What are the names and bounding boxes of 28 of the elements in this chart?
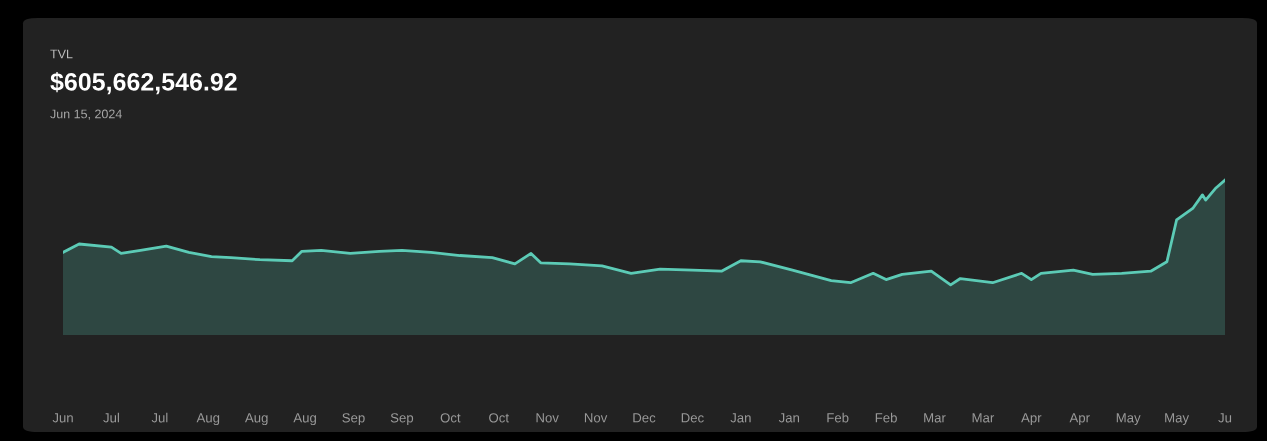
- text: Jun 15, 2024: [50, 109, 122, 120]
- x-tick-label: Aug: [293, 413, 316, 426]
- x-tick-label: Oct: [440, 413, 461, 423]
- x-tick-label: Aug: [196, 413, 220, 426]
- x-tick-label: Jun: [52, 413, 73, 423]
- x-tick-label: Oct: [489, 413, 509, 423]
- x-tick-label: Nov: [584, 413, 608, 423]
- x-tick-label: Dec: [633, 413, 656, 423]
- x-tick-label: Jan: [730, 413, 751, 423]
- chart-title: TVL: [50, 49, 73, 59]
- x-tick-label: Ju: [1218, 413, 1232, 423]
- x-tick-label: Nov: [536, 413, 559, 423]
- x-tick-label: Apr: [1021, 413, 1042, 426]
- x-tick-label: Dec: [681, 413, 704, 423]
- x-tick-label: Jan: [778, 413, 800, 423]
- x-tick-label: Sep: [342, 413, 365, 426]
- x-tick-label: Jul: [103, 412, 119, 423]
- x-tick-label: Apr: [1069, 413, 1090, 426]
- x-tick-label: Jul: [151, 412, 168, 423]
- x-tick-label: Feb: [827, 412, 849, 423]
- x-tick-label: Mar: [972, 413, 995, 423]
- x-tick-label: Sep: [390, 413, 414, 426]
- x-tick-label: May: [1116, 413, 1141, 426]
- x-tick-label: Feb: [875, 412, 897, 423]
- x-tick-label: Aug: [244, 413, 268, 426]
- x-tick-label: May: [1165, 413, 1190, 426]
- x-tick-label: Mar: [924, 413, 946, 423]
- chart-subtitle: $605,662,546.92: [50, 71, 237, 95]
